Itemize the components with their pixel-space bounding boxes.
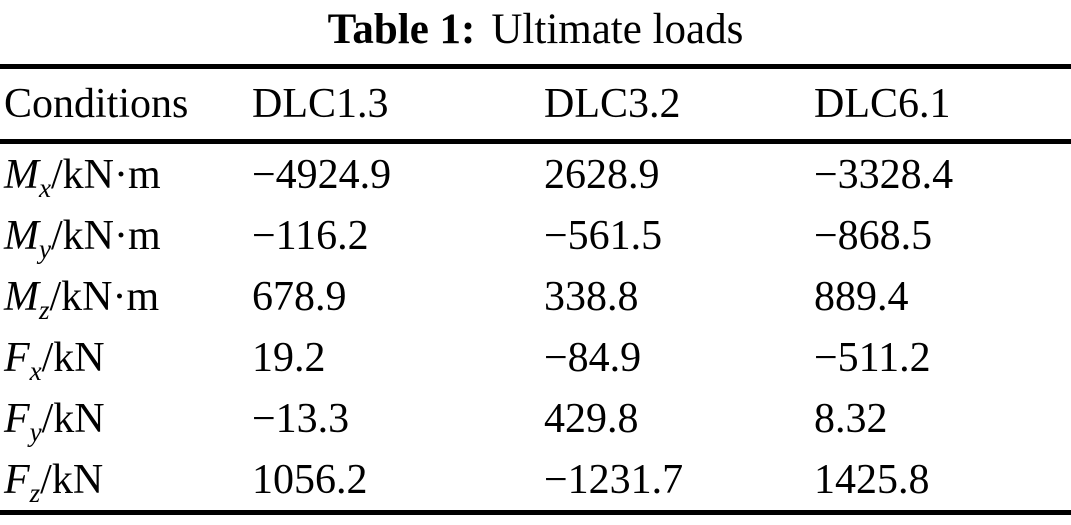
axis-subscript: z (39, 294, 50, 325)
cell-value: −868.5 (814, 205, 1071, 266)
moment-symbol: M (4, 273, 39, 320)
row-label-fx: Fx/kN (0, 327, 252, 388)
row-label-my: My/kN·m (0, 205, 252, 266)
value-text: −3328.4 (814, 151, 954, 198)
row-label-mz: Mz/kN·m (0, 266, 252, 327)
cell-value: −84.9 (544, 327, 814, 388)
cell-value: −511.2 (814, 327, 1071, 388)
row-label-fy: Fy/kN (0, 388, 252, 449)
value-text: −4924.9 (252, 151, 392, 198)
axis-subscript: y (39, 233, 51, 264)
cell-value: −4924.9 (252, 142, 544, 206)
value-text: −511.2 (814, 334, 931, 381)
unit-label: /kN (40, 456, 104, 503)
cell-value: 1425.8 (814, 449, 1071, 513)
cell-value: 889.4 (814, 266, 1071, 327)
unit-label: /kN·m (49, 273, 160, 320)
value-text: −84.9 (544, 334, 642, 381)
row-label-fz: Fz/kN (0, 449, 252, 513)
axis-subscript: z (29, 477, 41, 508)
moment-symbol: M (4, 151, 39, 198)
cell-value: −1231.7 (544, 449, 814, 513)
table-row-mz: Mz/kN·m 678.9 338.8 889.4 (0, 266, 1071, 327)
cell-value: −3328.4 (814, 142, 1071, 206)
unit-label: /kN·m (50, 212, 161, 259)
cell-value: 8.32 (814, 388, 1071, 449)
value-text: −868.5 (814, 212, 933, 259)
ultimate-loads-table: Conditions DLC1.3 DLC3.2 DLC6.1 Mx/kN·m … (0, 64, 1071, 515)
value-text: 889.4 (814, 273, 909, 320)
value-text: −561.5 (544, 212, 663, 259)
force-symbol: F (4, 456, 30, 503)
value-text: −1231.7 (544, 456, 684, 503)
cell-value: −13.3 (252, 388, 544, 449)
value-text: 1425.8 (814, 456, 930, 503)
value-text: 8.32 (814, 395, 888, 442)
table-caption: Table 1: Ultimate loads (0, 0, 1071, 64)
value-text: 678.9 (252, 273, 347, 320)
value-text: 338.8 (544, 273, 639, 320)
table-row-my: My/kN·m −116.2 −561.5 −868.5 (0, 205, 1071, 266)
cell-value: −561.5 (544, 205, 814, 266)
table-header-row: Conditions DLC1.3 DLC3.2 DLC6.1 (0, 66, 1071, 144)
cell-value: 338.8 (544, 266, 814, 327)
value-text: 429.8 (544, 395, 639, 442)
column-header-dlc3-2: DLC3.2 (544, 66, 814, 144)
table-row-fy: Fy/kN −13.3 429.8 8.32 (0, 388, 1071, 449)
table-caption-text: Ultimate loads (491, 6, 744, 53)
force-symbol: F (4, 395, 30, 442)
value-text: −116.2 (252, 212, 369, 259)
table-caption-label: Table 1: (327, 6, 476, 53)
table-row-mx: Mx/kN·m −4924.9 2628.9 −3328.4 (0, 142, 1071, 206)
column-header-dlc1-3: DLC1.3 (252, 66, 544, 144)
table-row-fx: Fx/kN 19.2 −84.9 −511.2 (0, 327, 1071, 388)
axis-subscript: y (29, 416, 42, 447)
value-text: 1056.2 (252, 456, 368, 503)
value-text: 2628.9 (544, 151, 660, 198)
value-text: −13.3 (252, 395, 350, 442)
row-label-mx: Mx/kN·m (0, 142, 252, 206)
unit-label: /kN·m (50, 151, 161, 198)
unit-label: /kN (41, 334, 105, 381)
moment-symbol: M (4, 212, 39, 259)
cell-value: −116.2 (252, 205, 544, 266)
value-text: 19.2 (252, 334, 326, 381)
cell-value: 19.2 (252, 327, 544, 388)
table-row-fz: Fz/kN 1056.2 −1231.7 1425.8 (0, 449, 1071, 513)
axis-subscript: x (29, 355, 42, 386)
column-header-dlc6-1: DLC6.1 (814, 66, 1071, 144)
cell-value: 429.8 (544, 388, 814, 449)
force-symbol: F (4, 334, 30, 381)
cell-value: 1056.2 (252, 449, 544, 513)
unit-label: /kN (41, 395, 105, 442)
column-header-conditions: Conditions (0, 66, 252, 144)
cell-value: 2628.9 (544, 142, 814, 206)
axis-subscript: x (39, 172, 51, 203)
cell-value: 678.9 (252, 266, 544, 327)
